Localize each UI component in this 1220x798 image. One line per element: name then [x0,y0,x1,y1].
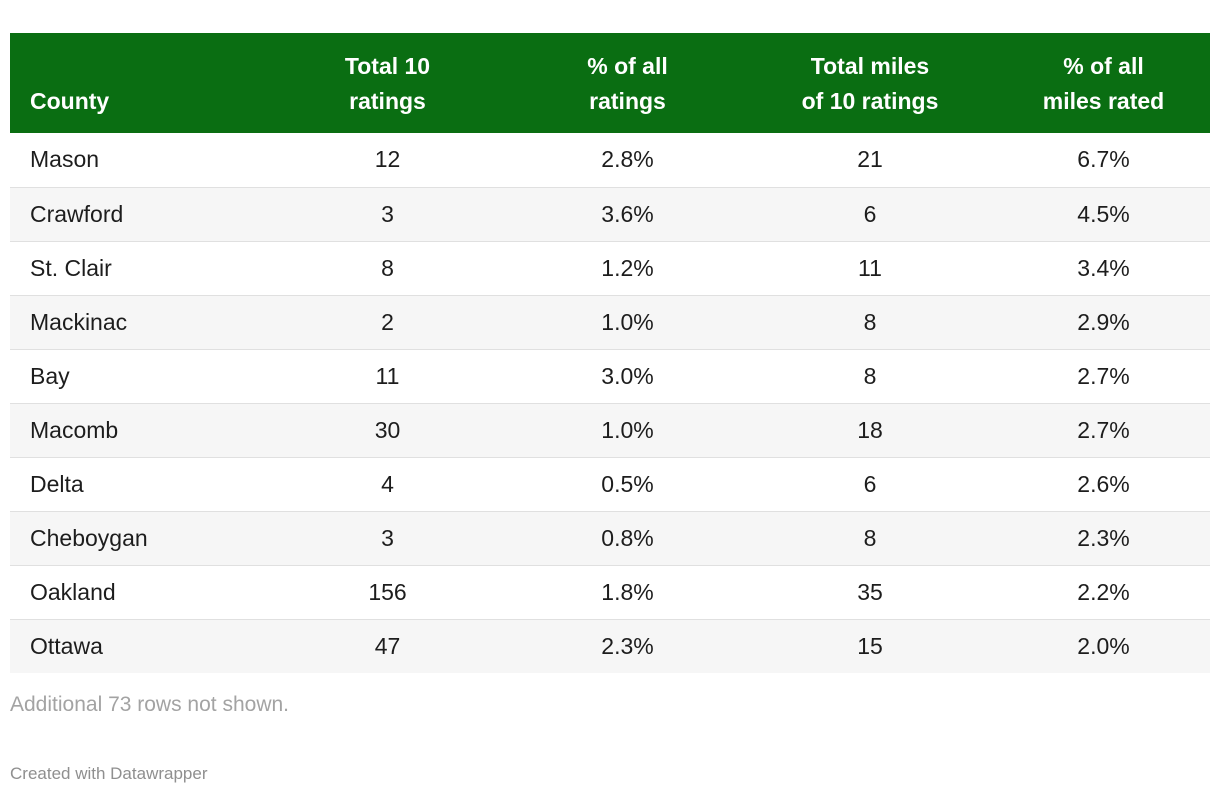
cell-county: Delta [30,470,84,497]
cell-pct-all-miles-rated: 4.5% [1077,200,1130,227]
cell-pct-all-miles-rated: 2.7% [1077,416,1130,443]
cell-total-10-ratings: 3 [381,200,394,227]
cell-total-miles-10-ratings: 15 [857,632,883,659]
cell-total-10-ratings: 3 [381,524,394,551]
table-row: Mackinac 2 1.0% 8 2.9% [10,295,1210,349]
cell-total-10-ratings: 11 [375,362,400,389]
cell-county: St. Clair [30,254,112,281]
cell-pct-all-ratings: 2.8% [601,146,654,173]
cell-pct-all-miles-rated: 2.2% [1077,578,1130,605]
cell-county: Mason [30,146,100,173]
cell-pct-all-ratings: 0.8% [601,524,654,551]
cell-total-miles-10-ratings: 6 [863,470,877,497]
cell-pct-all-miles-rated: 2.3% [1077,524,1130,551]
table-row: St. Clair 8 1.2% 11 3.4% [10,241,1210,295]
cell-total-10-ratings: 8 [381,254,394,281]
table-header: County Total 10 ratings % of all ratings T… [10,33,1210,133]
column-header-total-miles-10-ratings: Total miles of 10 ratings [715,33,1025,133]
table-row: Bay 11 3.0% 8 2.7% [10,349,1210,403]
cell-total-miles-10-ratings: 8 [863,362,877,389]
cell-pct-all-miles-rated: 2.6% [1077,470,1130,497]
table-row: Delta 4 0.5% 6 2.6% [10,457,1210,511]
cell-total-10-ratings: 47 [374,632,401,659]
cell-pct-all-ratings: 1.0% [601,308,654,335]
cell-pct-all-ratings: 2.3% [601,632,654,659]
cell-county: Mackinac [30,308,128,335]
cell-pct-all-miles-rated: 6.7% [1077,146,1130,173]
cell-total-miles-10-ratings: 35 [857,578,883,605]
table-row: Mason 12 2.8% 21 6.7% [10,133,1210,187]
cell-pct-all-ratings: 0.5% [601,470,654,497]
cell-pct-all-ratings: 1.2% [601,254,654,281]
cell-pct-all-miles-rated: 2.7% [1077,362,1130,389]
cell-total-10-ratings: 30 [374,416,401,443]
cell-total-miles-10-ratings: 6 [863,200,877,227]
ratings-table: County Total 10 ratings % of all ratings T… [10,33,1210,673]
cell-county: Oakland [30,578,116,605]
datawrapper-attribution[interactable]: Created with Datawrapper [10,764,208,783]
cell-total-miles-10-ratings: 8 [863,308,877,335]
column-header-label: Total 10 [344,52,431,79]
cell-total-miles-10-ratings: 21 [857,146,883,173]
cell-total-10-ratings: 156 [368,578,407,605]
cell-pct-all-miles-rated: 3.4% [1077,254,1130,281]
column-header-label: % of all [1063,52,1144,79]
cell-county: Crawford [30,200,124,227]
cell-county: Bay [30,362,70,389]
table-body: Mason 12 2.8% 21 6.7% Crawford 3 3.6% 6 … [10,133,1210,673]
cell-pct-all-miles-rated: 2.9% [1077,308,1130,335]
cell-county: Ottawa [30,632,103,659]
cell-total-miles-10-ratings: 11 [858,254,882,281]
cell-county: Macomb [30,416,119,443]
cell-total-miles-10-ratings: 8 [863,524,877,551]
cell-total-10-ratings: 2 [381,308,394,335]
column-header-total-10-ratings: Total 10 ratings [235,33,540,133]
cell-pct-all-miles-rated: 2.0% [1077,632,1130,659]
column-header-label: County [30,88,110,115]
cell-pct-all-ratings: 1.0% [601,416,654,443]
cell-total-miles-10-ratings: 18 [857,416,883,443]
table-row: Crawford 3 3.6% 6 4.5% [10,187,1210,241]
column-header-label: % of all [587,52,668,79]
cell-pct-all-ratings: 3.0% [601,362,654,389]
cell-pct-all-ratings: 3.6% [601,200,654,227]
column-header-label: Total miles [810,52,930,79]
cell-total-10-ratings: 4 [381,470,394,497]
additional-rows-note: Additional 73 rows not shown. [10,693,289,716]
cell-pct-all-ratings: 1.8% [601,578,654,605]
cell-county: Cheboygan [30,524,148,551]
table-row: Macomb 30 1.0% 18 2.7% [10,403,1210,457]
table-header-row: County Total 10 ratings % of all ratings T… [10,33,1210,133]
column-header-county: County [10,33,235,133]
table-row: Oakland 156 1.8% 35 2.2% [10,565,1210,619]
table-row: Cheboygan 3 0.8% 8 2.3% [10,511,1210,565]
column-header-pct-all-ratings: % of all ratings [540,33,715,133]
cell-total-10-ratings: 12 [374,146,401,173]
table-row: Ottawa 47 2.3% 15 2.0% [10,619,1210,673]
column-header-pct-all-miles-rated: % of all miles rated [1025,33,1210,133]
